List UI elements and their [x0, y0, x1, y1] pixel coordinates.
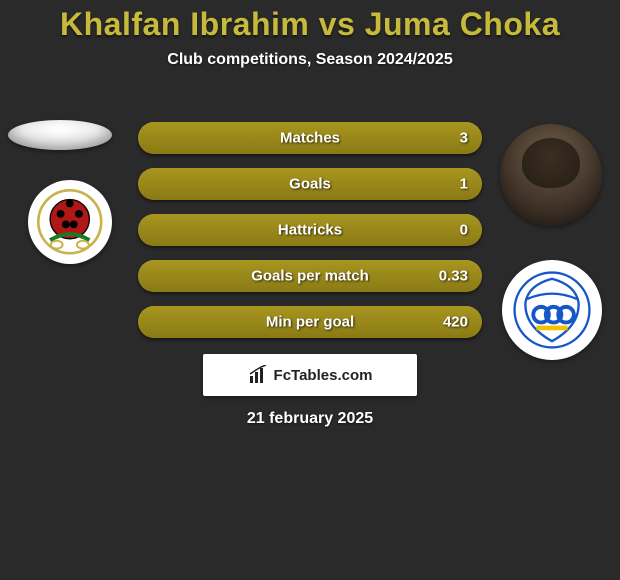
stat-label: Hattricks: [278, 222, 342, 239]
stat-value-right: 3: [460, 130, 468, 147]
player-right-avatar: [500, 124, 602, 226]
club-left-icon: [37, 189, 103, 255]
page-title: Khalfan Ibrahim vs Juma Choka: [0, 0, 620, 43]
club-right-icon: [513, 271, 591, 349]
stat-value-right: 0.33: [439, 268, 468, 285]
stat-label: Goals per match: [251, 268, 369, 285]
stat-label: Matches: [280, 130, 340, 147]
stat-bar: Matches 3: [138, 122, 482, 154]
brand-box: FcTables.com: [203, 354, 417, 396]
stat-bars: Matches 3 Goals 1 Hattricks 0 Goals per match 0…: [138, 122, 482, 352]
club-left-badge: [28, 180, 112, 264]
stat-label: Min per goal: [266, 314, 354, 331]
stat-bar: Min per goal 420: [138, 306, 482, 338]
page-subtitle: Club competitions, Season 2024/2025: [0, 51, 620, 69]
stat-bar: Hattricks 0: [138, 214, 482, 246]
stat-value-right: 0: [460, 222, 468, 239]
footer-date: 21 february 2025: [247, 410, 373, 428]
stat-value-right: 1: [460, 176, 468, 193]
brand-text: FcTables.com: [274, 367, 373, 384]
stat-label: Goals: [289, 176, 331, 193]
stat-bar: Goals 1: [138, 168, 482, 200]
player-left-avatar: [8, 120, 112, 150]
club-right-badge: [502, 260, 602, 360]
stat-bar: Goals per match 0.33: [138, 260, 482, 292]
stat-value-right: 420: [443, 314, 468, 331]
brand-chart-icon: [248, 365, 268, 385]
